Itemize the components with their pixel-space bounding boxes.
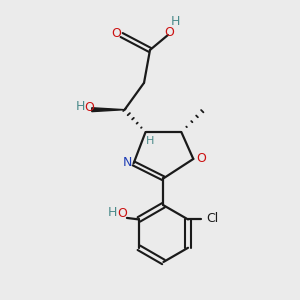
Text: N: N [123, 156, 132, 169]
Text: H: H [76, 100, 85, 112]
Text: O: O [196, 152, 206, 166]
Text: Cl: Cl [206, 212, 219, 225]
Polygon shape [92, 108, 124, 112]
Text: H: H [108, 206, 118, 219]
Text: O: O [84, 101, 94, 114]
Text: H: H [171, 15, 180, 28]
Text: O: O [164, 26, 174, 39]
Text: O: O [111, 27, 121, 40]
Text: O: O [117, 207, 127, 220]
Text: H: H [146, 136, 154, 146]
